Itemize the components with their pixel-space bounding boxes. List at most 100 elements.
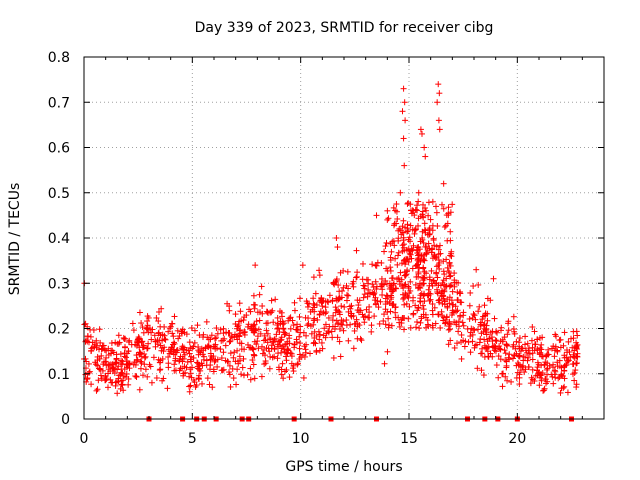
- data-point: [415, 198, 422, 205]
- data-point: [393, 201, 400, 208]
- data-point: [136, 386, 143, 393]
- data-point: [133, 373, 140, 380]
- data-point: [455, 328, 462, 335]
- data-point: [480, 313, 487, 320]
- data-point: [369, 261, 376, 268]
- data-point: [329, 334, 336, 341]
- data-point: [165, 354, 172, 361]
- data-point: [220, 349, 227, 356]
- data-point: [251, 305, 258, 312]
- data-point: [552, 343, 559, 350]
- data-point: [511, 330, 518, 337]
- data-point: [322, 310, 329, 317]
- data-point: [529, 356, 536, 363]
- data-point: [417, 238, 424, 245]
- data-point: [261, 332, 268, 339]
- data-point: [525, 364, 532, 371]
- data-point: [345, 292, 352, 299]
- data-point: [187, 366, 194, 373]
- data-point: [247, 376, 254, 383]
- data-point: [294, 321, 301, 328]
- data-point: [448, 282, 455, 289]
- data-point: [209, 384, 216, 391]
- data-point: [227, 383, 234, 390]
- data-point: [454, 340, 461, 347]
- y-tick-label: 0.8: [48, 50, 70, 66]
- data-point: [82, 355, 89, 362]
- data-point: [287, 349, 294, 356]
- data-point: [250, 292, 257, 299]
- data-point: [161, 335, 168, 342]
- data-point: [333, 297, 340, 304]
- data-point: [101, 359, 108, 366]
- data-point: [231, 349, 238, 356]
- data-point: [432, 203, 439, 210]
- data-point: [170, 339, 177, 346]
- data-point: [340, 327, 347, 334]
- data-point: [534, 336, 541, 343]
- data-point: [297, 340, 304, 347]
- data-point: [277, 337, 284, 344]
- data-point: [217, 346, 224, 353]
- data-point: [430, 277, 437, 284]
- data-point: [397, 189, 404, 196]
- data-point: [433, 270, 440, 277]
- data-point: [388, 275, 395, 282]
- data-point: [345, 285, 352, 292]
- data-point: [435, 297, 442, 304]
- data-point: [522, 333, 529, 340]
- data-point: [264, 330, 271, 337]
- data-point: [329, 323, 336, 330]
- data-point: [294, 360, 301, 367]
- data-point: [271, 335, 278, 342]
- data-point: [534, 364, 541, 371]
- data-point: [230, 375, 237, 382]
- data-point: [312, 290, 319, 297]
- data-point: [123, 370, 130, 377]
- data-point: [175, 335, 182, 342]
- data-point: [365, 286, 372, 293]
- data-point: [343, 292, 350, 299]
- data-point: [190, 354, 197, 361]
- data-point: [171, 361, 178, 368]
- data-point: [487, 297, 494, 304]
- data-point: [102, 377, 109, 384]
- data-point: [475, 308, 482, 315]
- data-point: [409, 297, 416, 304]
- data-point: [87, 333, 94, 340]
- data-point: [196, 376, 203, 383]
- data-point: [449, 288, 456, 295]
- data-point: [145, 340, 152, 347]
- data-point: [434, 99, 441, 106]
- data-point: [171, 340, 178, 347]
- data-point: [93, 387, 100, 394]
- data-point: [226, 371, 233, 378]
- data-point: [449, 301, 456, 308]
- data-point: [574, 332, 581, 339]
- data-point: [522, 347, 529, 354]
- data-point: [157, 366, 164, 373]
- data-point: [115, 332, 122, 339]
- data-point: [313, 332, 320, 339]
- data-point: [481, 353, 488, 360]
- data-point: [379, 286, 386, 293]
- data-point: [447, 228, 454, 235]
- data-point: [414, 202, 421, 209]
- data-point: [495, 353, 502, 360]
- data-point: [466, 315, 473, 322]
- data-point: [365, 276, 372, 283]
- data-point: [440, 180, 447, 187]
- data-point: [435, 81, 442, 88]
- data-point: [336, 294, 343, 301]
- data-point: [288, 350, 295, 357]
- data-point: [148, 379, 155, 386]
- data-point: [258, 343, 265, 350]
- data-point: [313, 301, 320, 308]
- data-point: [252, 262, 259, 269]
- data-point: [133, 352, 140, 359]
- data-point: [121, 353, 128, 360]
- data-point: [465, 339, 472, 346]
- data-point: [144, 373, 151, 380]
- data-point: [138, 320, 145, 327]
- data-point: [117, 385, 124, 392]
